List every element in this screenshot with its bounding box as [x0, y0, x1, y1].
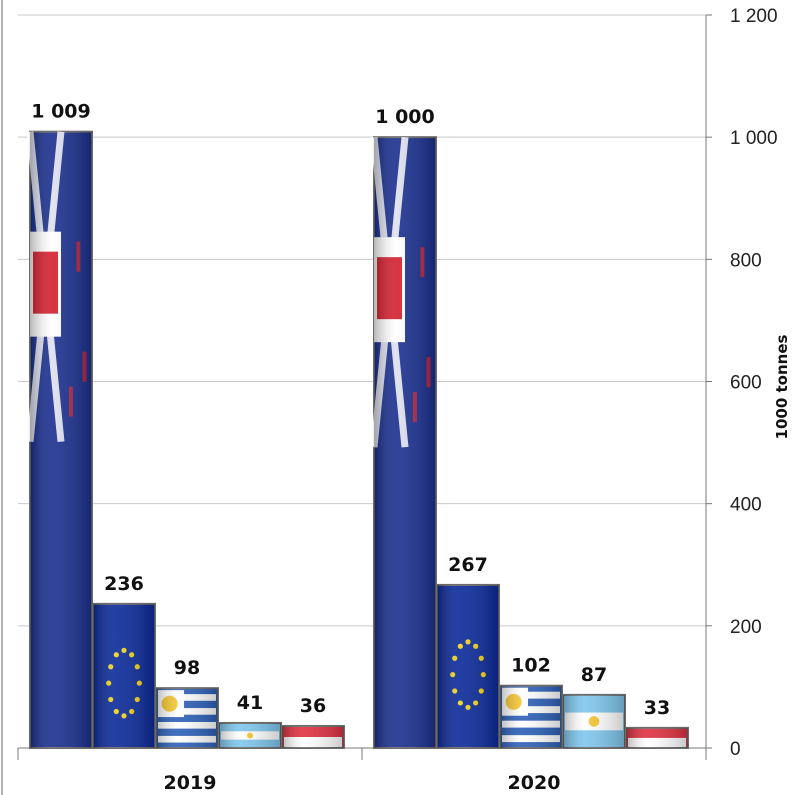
bar-uruguay [499, 684, 563, 750]
y-tick-label: 800 [730, 250, 762, 271]
data-label: 1 009 [31, 101, 91, 123]
x-tick-label: 2019 [164, 772, 217, 794]
x-tick-label: 2020 [508, 772, 561, 794]
bar-singapore [625, 726, 689, 750]
data-label: 41 [237, 692, 263, 714]
y-tick-label: 0 [730, 739, 741, 760]
bar-european-union [92, 602, 156, 749]
gridlines [18, 14, 706, 627]
data-label: 267 [448, 554, 488, 576]
data-label: 102 [511, 655, 551, 677]
bar-singapore [281, 725, 345, 750]
bar-uruguay [155, 687, 219, 749]
bar-new-zealand [370, 136, 437, 749]
y-tick-label: 200 [730, 617, 762, 638]
y-tick-label: 1 000 [730, 128, 778, 149]
data-label: 87 [581, 664, 607, 686]
data-label: 36 [300, 695, 326, 717]
bar-argentina [218, 721, 282, 749]
y-tick-label: 1 200 [730, 6, 778, 27]
y-tick-label: 400 [730, 495, 762, 516]
data-label: 33 [644, 697, 670, 719]
bar-european-union [436, 583, 500, 749]
data-labels: 1 009 236 98 41 36 1 000 267 102 87 33 [31, 101, 670, 719]
bars [26, 130, 689, 750]
y-axis-title: 1000 tonnes [773, 334, 791, 439]
data-label: 236 [104, 573, 144, 595]
y-tick-label: 600 [730, 373, 762, 394]
data-label: 1 000 [375, 106, 435, 128]
data-label: 98 [174, 657, 200, 679]
bar-new-zealand [26, 130, 93, 749]
bar-argentina [562, 693, 626, 749]
